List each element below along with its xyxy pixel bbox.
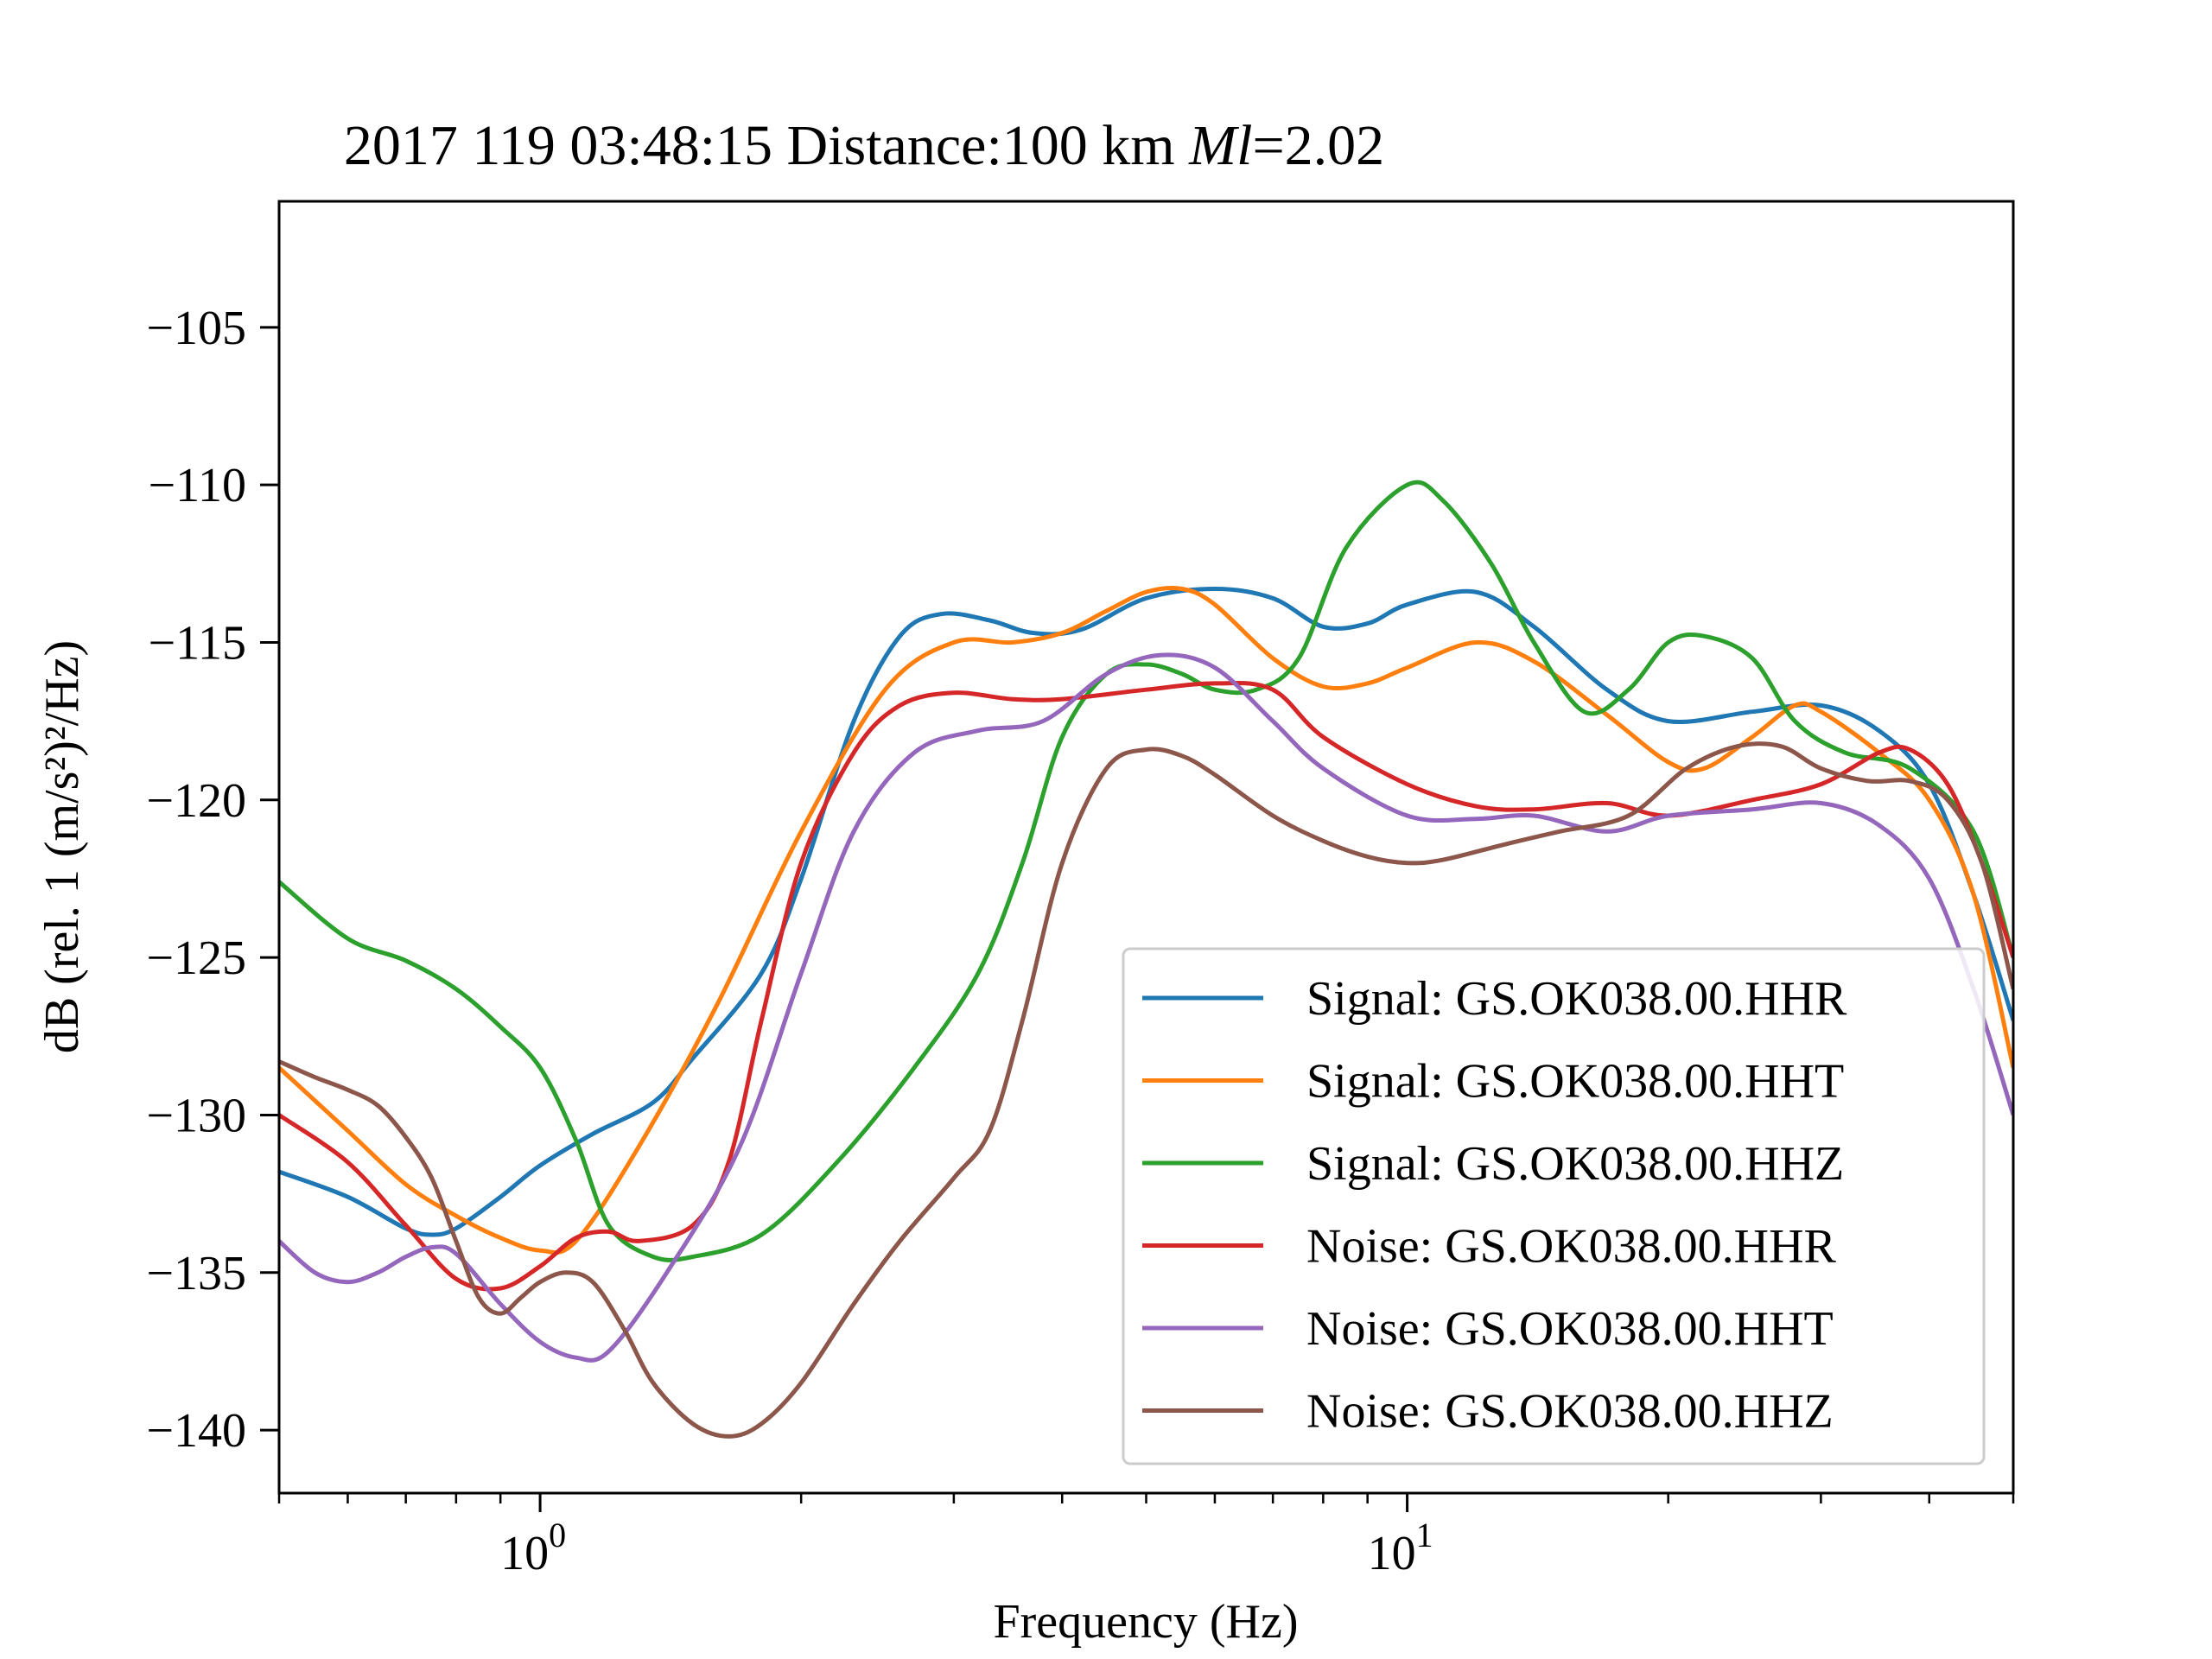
- legend-label-3: Signal: GS.OK038.00.HHZ: [1306, 1137, 1844, 1191]
- legend-label-5: Noise: GS.OK038.00.HHT: [1306, 1302, 1834, 1356]
- y-tick-label-7: −135: [146, 1247, 246, 1300]
- legend-box: [1122, 947, 1986, 1465]
- x-axis-label: Frequency (Hz): [994, 1595, 1299, 1649]
- legend-label-4: Noise: GS.OK038.00.HHR: [1306, 1220, 1837, 1274]
- legend-label-1: Signal: GS.OK038.00.HHR: [1306, 972, 1847, 1026]
- series-layer: [279, 480, 2013, 1439]
- y-tick-label-6: −130: [146, 1089, 246, 1142]
- series-line-4: [279, 681, 2013, 1292]
- legend-label-6: Noise: GS.OK038.00.HHZ: [1306, 1385, 1834, 1439]
- series-line-1: [279, 587, 2013, 1237]
- series-line-5: [279, 652, 2013, 1363]
- legend: Signal: GS.OK038.00.HHR Signal: GS.OK038.…: [1122, 947, 1986, 1465]
- y-tick-label-4: −120: [146, 774, 246, 828]
- y-tick-label-3: −115: [148, 616, 246, 670]
- series-line-2: [279, 585, 2013, 1255]
- chart-title: 2017 119 03:48:15 Distance:100 km Ml=2.0…: [344, 114, 1384, 177]
- legend-label-2: Signal: GS.OK038.00.HHT: [1306, 1055, 1844, 1109]
- legend-entries: Signal: GS.OK038.00.HHR Signal: GS.OK038.…: [1142, 972, 1847, 1439]
- series-line-6: [279, 741, 2013, 1439]
- y-tick-label-8: −140: [146, 1404, 246, 1458]
- x-tick-label-2: 101: [1368, 1516, 1433, 1580]
- x-tick-label-1: 100: [500, 1516, 566, 1580]
- y-tick-label-5: −125: [146, 931, 246, 985]
- y-tick-label-1: −105: [146, 302, 246, 355]
- y-axis-ticks: −105 −110 −115 −120 −125 −130 −135 −140: [146, 302, 279, 1458]
- series-line-3: [279, 480, 2013, 1262]
- y-tick-label-2: −110: [148, 459, 246, 512]
- y-axis-label: dB (rel. 1 (m/s²)²/Hz): [35, 640, 89, 1053]
- x-axis-ticks: 100 101: [277, 1493, 2015, 1580]
